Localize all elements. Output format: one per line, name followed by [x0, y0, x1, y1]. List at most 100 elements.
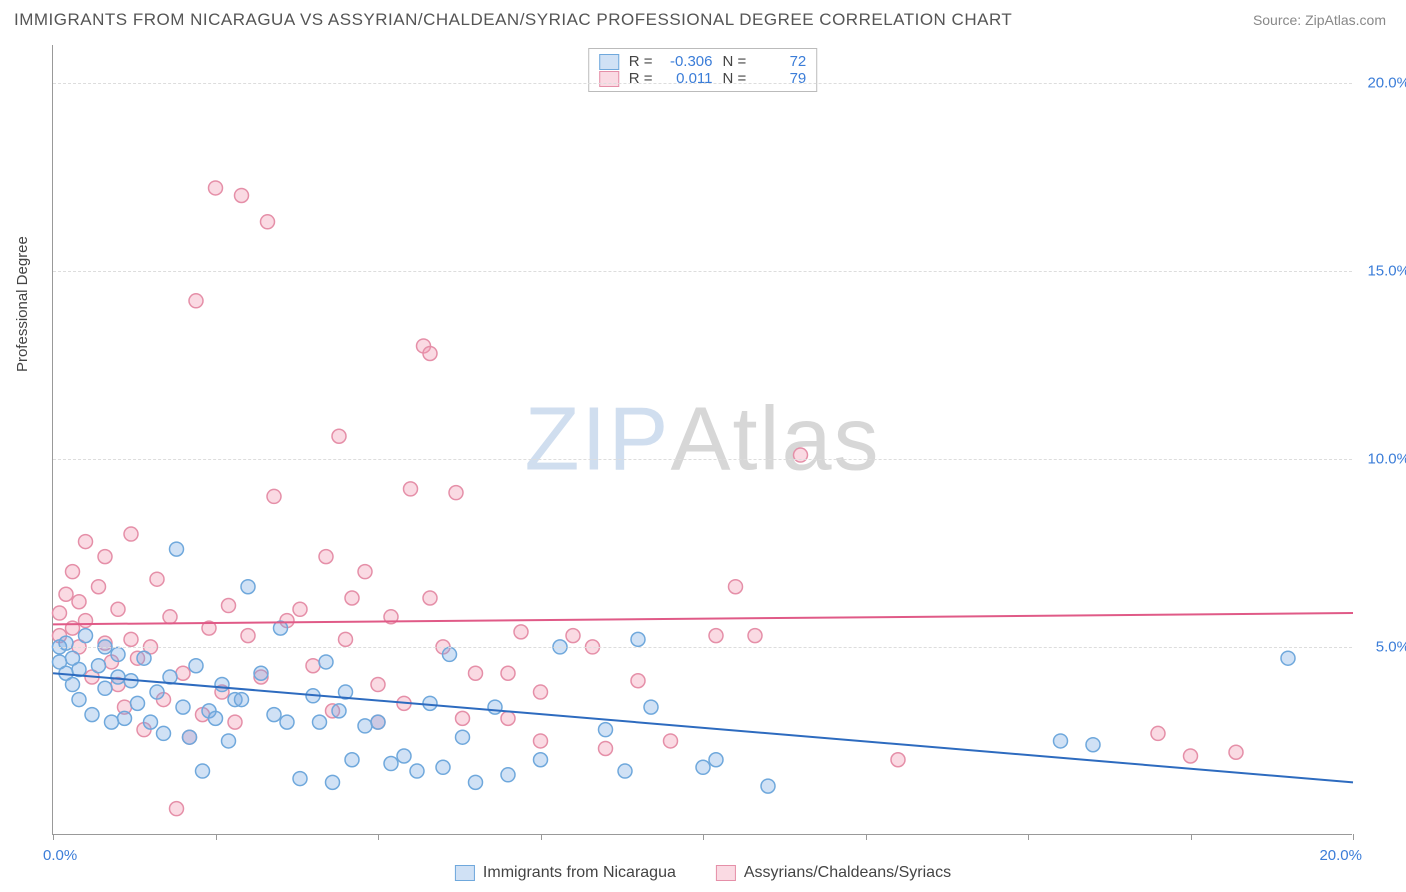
- data-point: [729, 580, 743, 594]
- data-point: [397, 749, 411, 763]
- data-point: [170, 542, 184, 556]
- data-point: [111, 647, 125, 661]
- data-point: [222, 734, 236, 748]
- data-point: [241, 580, 255, 594]
- data-point: [534, 734, 548, 748]
- y-tick-label: 10.0%: [1367, 450, 1406, 467]
- data-point: [209, 181, 223, 195]
- data-point: [404, 482, 418, 496]
- data-point: [79, 629, 93, 643]
- data-point: [319, 655, 333, 669]
- x-axis-min-label: 0.0%: [43, 847, 77, 864]
- data-point: [488, 700, 502, 714]
- data-point: [79, 614, 93, 628]
- data-point: [235, 693, 249, 707]
- data-point: [280, 715, 294, 729]
- data-point: [1281, 651, 1295, 665]
- data-point: [371, 715, 385, 729]
- data-point: [332, 429, 346, 443]
- data-point: [644, 700, 658, 714]
- legend-label-1: Immigrants from Nicaragua: [483, 864, 676, 882]
- plot-svg: [53, 45, 1352, 834]
- y-tick-label: 20.0%: [1367, 74, 1406, 91]
- x-tick: [216, 834, 217, 840]
- data-point: [423, 346, 437, 360]
- legend-item-2: Assyrians/Chaldeans/Syriacs: [716, 864, 951, 882]
- data-point: [306, 659, 320, 673]
- data-point: [267, 489, 281, 503]
- data-point: [124, 632, 138, 646]
- data-point: [59, 636, 73, 650]
- data-point: [423, 591, 437, 605]
- data-point: [469, 666, 483, 680]
- data-point: [709, 753, 723, 767]
- data-point: [241, 629, 255, 643]
- data-point: [631, 674, 645, 688]
- data-point: [313, 715, 327, 729]
- data-point: [254, 666, 268, 680]
- data-point: [261, 215, 275, 229]
- chart-title: IMMIGRANTS FROM NICARAGUA VS ASSYRIAN/CH…: [14, 10, 1012, 30]
- x-tick: [541, 834, 542, 840]
- bottom-legend: Immigrants from Nicaragua Assyrians/Chal…: [455, 864, 951, 882]
- data-point: [1151, 726, 1165, 740]
- data-point: [176, 700, 190, 714]
- data-point: [709, 629, 723, 643]
- data-point: [196, 764, 210, 778]
- data-point: [319, 550, 333, 564]
- data-point: [443, 647, 457, 661]
- data-point: [111, 602, 125, 616]
- x-tick: [1028, 834, 1029, 840]
- data-point: [170, 802, 184, 816]
- data-point: [618, 764, 632, 778]
- data-point: [436, 760, 450, 774]
- data-point: [66, 565, 80, 579]
- data-point: [293, 602, 307, 616]
- data-point: [163, 610, 177, 624]
- x-tick: [53, 834, 54, 840]
- gridline: [53, 83, 1352, 84]
- data-point: [1229, 745, 1243, 759]
- x-tick: [378, 834, 379, 840]
- data-point: [85, 708, 99, 722]
- data-point: [358, 719, 372, 733]
- data-point: [137, 651, 151, 665]
- data-point: [189, 659, 203, 673]
- x-tick: [1191, 834, 1192, 840]
- data-point: [98, 681, 112, 695]
- data-point: [72, 693, 86, 707]
- data-point: [293, 772, 307, 786]
- data-point: [215, 678, 229, 692]
- data-point: [111, 670, 125, 684]
- data-point: [332, 704, 346, 718]
- data-point: [345, 753, 359, 767]
- data-point: [566, 629, 580, 643]
- legend-swatch-b: [716, 865, 736, 881]
- data-point: [761, 779, 775, 793]
- x-tick: [1353, 834, 1354, 840]
- data-point: [696, 760, 710, 774]
- data-point: [66, 678, 80, 692]
- data-point: [501, 768, 515, 782]
- x-tick: [866, 834, 867, 840]
- data-point: [59, 587, 73, 601]
- data-point: [131, 696, 145, 710]
- data-point: [53, 606, 67, 620]
- data-point: [150, 572, 164, 586]
- data-point: [501, 711, 515, 725]
- data-point: [345, 591, 359, 605]
- y-tick-label: 15.0%: [1367, 262, 1406, 279]
- data-point: [144, 715, 158, 729]
- data-point: [371, 678, 385, 692]
- y-tick-label: 5.0%: [1376, 638, 1406, 655]
- data-point: [514, 625, 528, 639]
- plot-area: ZIPAtlas R = -0.306 N = 72 R = 0.011 N =…: [52, 45, 1352, 835]
- data-point: [631, 632, 645, 646]
- data-point: [1184, 749, 1198, 763]
- data-point: [358, 565, 372, 579]
- data-point: [534, 685, 548, 699]
- data-point: [423, 696, 437, 710]
- data-point: [189, 294, 203, 308]
- data-point: [235, 188, 249, 202]
- data-point: [176, 666, 190, 680]
